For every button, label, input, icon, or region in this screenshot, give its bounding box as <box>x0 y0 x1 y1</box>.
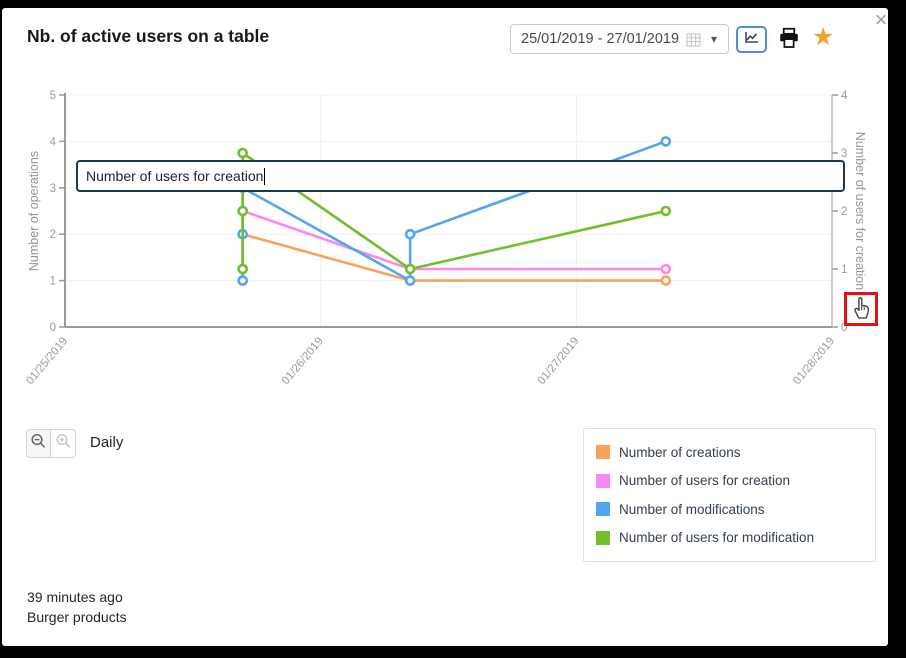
svg-text:0: 0 <box>841 322 847 334</box>
axis-title-edit-input[interactable]: Number of users for creation <box>76 160 845 192</box>
svg-text:3: 3 <box>841 148 847 160</box>
chart-type-button[interactable] <box>736 26 767 53</box>
svg-text:4: 4 <box>841 90 848 102</box>
svg-text:5: 5 <box>50 90 56 102</box>
svg-text:3: 3 <box>50 183 56 195</box>
series-number-of-creations[interactable] <box>237 228 672 286</box>
legend-item[interactable]: Number of modifications <box>596 497 863 521</box>
data-point <box>237 275 248 286</box>
date-range-picker[interactable]: 25/01/2019 - 27/01/2019 ▾ <box>510 24 729 54</box>
zoom-out-button[interactable] <box>26 429 51 458</box>
svg-text:1: 1 <box>841 264 847 276</box>
data-point <box>660 275 672 286</box>
legend-swatch-creations <box>596 445 610 459</box>
magnifier-minus-icon <box>30 433 47 455</box>
legend-label: Number of creations <box>619 444 741 460</box>
right-axis-title: Number of users for creation <box>853 132 867 290</box>
svg-text:1: 1 <box>50 276 56 288</box>
text-cursor <box>264 167 266 185</box>
legend-swatch-users-creation <box>596 473 610 488</box>
svg-text:4: 4 <box>50 136 57 148</box>
zoom-controls <box>26 429 76 458</box>
data-point <box>404 228 416 240</box>
chevron-down-icon[interactable]: ▾ <box>711 32 718 46</box>
date-range-value: 25/01/2019 - 27/01/2019 <box>521 31 680 47</box>
printer-icon <box>778 27 800 54</box>
legend-label: Number of modifications <box>619 501 765 517</box>
chart-legend: Number of creations Number of users for … <box>583 428 876 562</box>
hand-pointer-icon <box>849 294 874 325</box>
dataset-name-text: Burger products <box>27 609 127 625</box>
legend-label: Number of users for modification <box>619 530 815 546</box>
svg-text:01/25/2019: 01/25/2019 <box>24 335 70 387</box>
data-point <box>237 205 248 217</box>
legend-item[interactable]: Number of users for creation <box>596 469 863 493</box>
calendar-icon <box>686 32 701 47</box>
svg-text:0: 0 <box>50 322 56 334</box>
last-updated-text: 39 minutes ago <box>27 589 123 605</box>
data-point <box>237 147 248 159</box>
data-point <box>404 275 416 286</box>
print-button[interactable] <box>776 27 802 53</box>
series-number-of-users-for-modification[interactable] <box>237 147 672 275</box>
legend-item[interactable]: Number of users for modification <box>596 526 863 550</box>
legend-label: Number of users for creation <box>619 473 791 489</box>
svg-text:01/26/2019: 01/26/2019 <box>280 335 326 387</box>
svg-text:2: 2 <box>50 229 56 241</box>
data-point <box>660 205 672 217</box>
data-point <box>660 136 672 147</box>
data-point <box>660 263 672 275</box>
favorite-star-icon[interactable]: ★ <box>812 23 835 51</box>
magnifier-plus-icon <box>55 433 72 455</box>
left-axis-title: Number of operations <box>27 151 41 271</box>
page-title: Nb. of active users on a table <box>27 26 270 46</box>
tutorial-highlight-box <box>844 292 878 326</box>
svg-text:01/28/2019: 01/28/2019 <box>791 335 837 387</box>
svg-text:01/27/2019: 01/27/2019 <box>535 335 581 387</box>
chart-canvas[interactable]: 0 1 2 3 4 5 0 1 2 3 4 01/25/2019 01/26/2019 01/27/201… <box>0 0 906 410</box>
axes: 0 1 2 3 4 5 0 1 2 3 4 01/25/2019 01/26/2019 01/27/201… <box>24 90 867 387</box>
legend-swatch-users-modification <box>596 530 610 545</box>
svg-text:2: 2 <box>841 206 847 218</box>
granularity-label: Daily <box>90 434 124 451</box>
data-point <box>237 263 248 275</box>
gridlines <box>65 94 832 327</box>
zoom-in-button[interactable] <box>51 429 76 458</box>
axis-title-edit-text: Number of users for creation <box>86 168 264 184</box>
legend-swatch-modifications <box>596 502 610 517</box>
legend-item[interactable]: Number of creations <box>596 440 863 464</box>
close-icon[interactable]: × <box>874 7 888 32</box>
data-point <box>404 263 416 275</box>
line-chart-icon <box>743 30 760 50</box>
